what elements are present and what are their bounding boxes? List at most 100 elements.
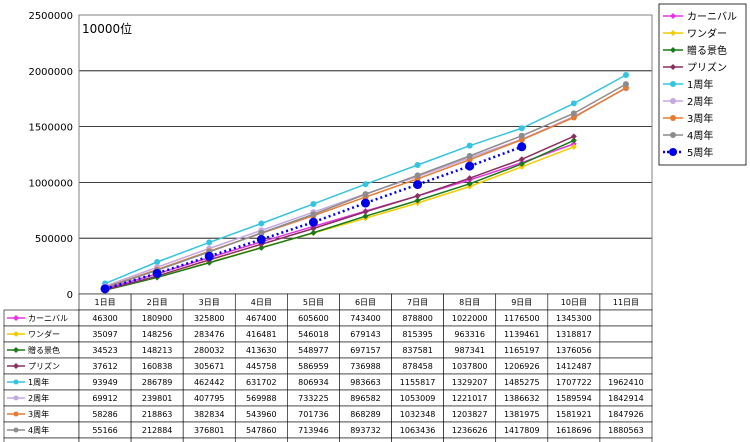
table-cell-value: 1412487 — [556, 362, 592, 371]
table-row-name: 1周年 — [28, 377, 49, 387]
table-row-name: カーニバル — [28, 314, 68, 323]
table-header-label: 4日目 — [251, 298, 272, 307]
chart-note: 10000位 — [82, 21, 132, 36]
table-cell-value: 1485275 — [504, 378, 540, 387]
table-cell-value: 878800 — [402, 314, 433, 323]
data-point — [465, 161, 475, 171]
legend-label: カーニバル — [687, 11, 737, 23]
table-cell-value: 631702 — [246, 378, 277, 387]
table-cell-value: 1381975 — [504, 410, 540, 419]
table-row-name: 2周年 — [28, 393, 49, 403]
table-cell-value: 697157 — [350, 346, 381, 355]
table-cell-value: 1880563 — [608, 426, 644, 435]
data-point — [256, 235, 266, 245]
data-point — [517, 142, 527, 152]
table-cell-value: 34523 — [92, 346, 117, 355]
table-row-name: ワンダー — [28, 329, 60, 339]
data-point — [154, 258, 161, 265]
data-point — [622, 81, 629, 88]
table-cell-value: 586959 — [298, 362, 329, 371]
data-point — [414, 172, 421, 179]
table-cell-value: 815395 — [402, 330, 433, 339]
table-cell-value: 546018 — [298, 330, 329, 339]
table-cell-value: 218863 — [142, 410, 173, 419]
table-row-name: 贈る景色 — [28, 345, 60, 355]
table-cell-value: 605600 — [298, 314, 329, 323]
data-point — [518, 156, 525, 163]
table-cell-value: 547860 — [246, 426, 277, 435]
data-point — [518, 132, 525, 139]
legend-label: 2周年 — [687, 95, 713, 108]
series-layer — [100, 71, 629, 294]
table-cell-value: 837581 — [402, 346, 433, 355]
table-key-marker — [13, 411, 19, 417]
table-cell-value: 286789 — [142, 378, 173, 387]
legend-key-marker — [670, 132, 676, 138]
table-header-label: 5日目 — [303, 298, 324, 307]
table-row-name: 3周年 — [28, 409, 49, 419]
data-point — [518, 125, 525, 132]
table-cell — [495, 437, 549, 442]
table-cell-value: 35097 — [92, 330, 117, 339]
legend-label: 3周年 — [687, 112, 713, 125]
table-cell-value: 1842914 — [608, 394, 644, 403]
table-cell-value: 467400 — [246, 314, 277, 323]
table-cell-value: 713946 — [298, 426, 329, 435]
legend-key-marker — [670, 115, 676, 121]
table-cell-value: 1707722 — [556, 378, 592, 387]
legend-key-marker — [670, 64, 676, 70]
table-cell-value: 55166 — [92, 426, 117, 435]
table-cell — [599, 437, 653, 442]
y-tick-label: 1000000 — [28, 178, 73, 189]
table-cell-value: 58286 — [92, 410, 117, 419]
table-key-marker — [13, 363, 19, 369]
table-cell-value: 148213 — [142, 346, 173, 355]
table-row-name: 4周年 — [28, 425, 49, 435]
data-point — [570, 133, 577, 140]
data-point — [466, 152, 473, 159]
table-cell-value: 1206926 — [504, 362, 540, 371]
table-cell-value: 93949 — [92, 378, 117, 387]
table-cell — [182, 437, 236, 442]
y-tick-label: 500000 — [35, 234, 73, 245]
table-cell-value: 1203827 — [452, 410, 488, 419]
table-cell-value: 1962410 — [608, 378, 644, 387]
table-cell-value: 679143 — [350, 330, 381, 339]
table-cell-value: 305671 — [194, 362, 225, 371]
legend-key-marker — [669, 148, 677, 156]
data-table: 1日目 2日目 3日目 4日目 5日目 6日目 7日目 8日目 9日目 10日目 11日目カーニバル… — [3, 293, 653, 442]
data-point — [570, 114, 577, 121]
table-cell-value: 407795 — [194, 394, 225, 403]
legend-key-marker — [670, 47, 676, 53]
table-cell-value: 983663 — [350, 378, 381, 387]
data-point — [258, 220, 265, 227]
table-cell — [599, 357, 653, 375]
table-cell-value: 280032 — [194, 346, 225, 355]
table-header-label: 9日目 — [511, 298, 532, 307]
table-cell — [599, 309, 653, 327]
table-row-header — [3, 437, 80, 442]
table-key-marker — [13, 315, 19, 321]
table-cell-value: 701736 — [298, 410, 329, 419]
gridlines — [79, 70, 652, 239]
data-point — [258, 229, 265, 236]
table-cell-value: 1037800 — [452, 362, 488, 371]
table-cell-value: 160838 — [142, 362, 173, 371]
table-cell — [599, 325, 653, 343]
table-key-marker — [13, 331, 19, 337]
table-cell-value: 1139461 — [504, 330, 540, 339]
table-cell-value: 1236626 — [452, 426, 488, 435]
table-cell-value: 868289 — [350, 410, 381, 419]
table-cell — [339, 437, 392, 442]
table-cell-value: 1318817 — [556, 330, 592, 339]
table-cell-value: 1329207 — [452, 378, 488, 387]
table-header-label: 3日目 — [199, 298, 220, 307]
data-point — [570, 110, 577, 117]
table-cell-value: 1155817 — [400, 378, 436, 387]
table-cell-value: 180900 — [142, 314, 173, 323]
data-point — [518, 160, 525, 167]
data-point — [310, 225, 317, 232]
data-point — [152, 268, 162, 278]
table-cell-value: 893732 — [350, 426, 381, 435]
